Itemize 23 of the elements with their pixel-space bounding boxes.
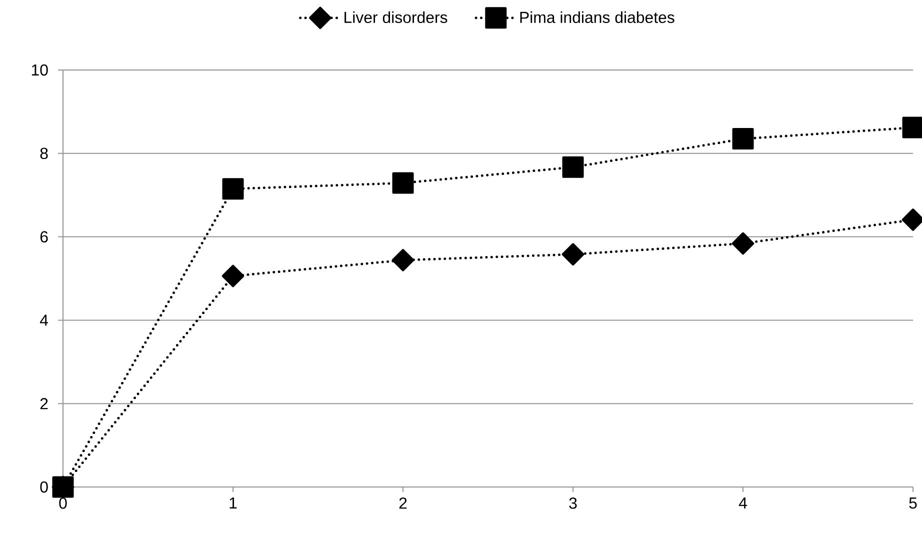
- y-tick-label: 6: [40, 231, 48, 242]
- y-tick-label: 10: [32, 64, 48, 76]
- y-tick-label: 4: [40, 314, 48, 326]
- y-tick-label: 2: [40, 398, 48, 410]
- legend-label: Liver disorders: [344, 11, 448, 24]
- x-tick-label: 1: [230, 498, 237, 508]
- x-tick-label: 5: [909, 498, 917, 509]
- point: [562, 156, 584, 178]
- point: [732, 128, 754, 150]
- point: [392, 249, 414, 272]
- y-tick-label: 8: [40, 148, 48, 160]
- x-tick-label: 4: [738, 498, 747, 508]
- point: [392, 172, 414, 194]
- point: [562, 243, 584, 266]
- point: [222, 178, 244, 200]
- x-tick-label: 0: [59, 498, 67, 509]
- x-tick-label: 2: [399, 498, 407, 509]
- x-tick-label: 3: [569, 498, 577, 509]
- point: [52, 476, 74, 498]
- point: [222, 264, 244, 288]
- point: [732, 232, 754, 255]
- legend-label: Pima indians diabetes: [520, 11, 674, 24]
- y-tick-label: 0: [40, 481, 48, 493]
